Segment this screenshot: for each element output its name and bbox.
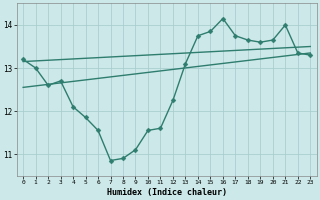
X-axis label: Humidex (Indice chaleur): Humidex (Indice chaleur) [107, 188, 227, 197]
